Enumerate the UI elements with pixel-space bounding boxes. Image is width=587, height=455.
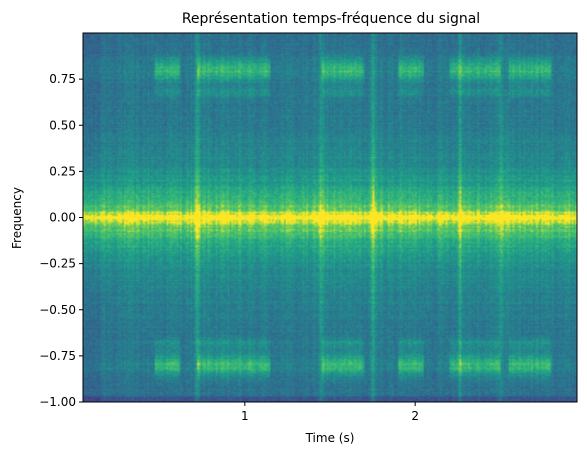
y-tick-label: −1.00	[39, 395, 76, 409]
y-tick-label: −0.50	[39, 303, 76, 317]
x-tick-label: 1	[241, 409, 249, 423]
spectrogram-image	[83, 33, 577, 402]
x-axis-label: Time (s)	[305, 431, 355, 445]
plot-area	[82, 32, 578, 403]
y-tick-label: 0.25	[49, 164, 76, 178]
y-tick-label: −0.75	[39, 349, 76, 363]
y-tick-label: 0.00	[49, 211, 76, 225]
y-axis-label: Frequency	[10, 187, 24, 249]
y-tick-label: −0.25	[39, 257, 76, 271]
y-tick-label: 0.50	[49, 118, 76, 132]
x-tick-label: 2	[411, 409, 419, 423]
y-axis: −1.00 −0.75 −0.50 −0.25 0.00 0.25 0.50 0.75	[39, 72, 83, 409]
y-tick-label: 0.75	[49, 72, 76, 86]
chart-title: Représentation temps-fréquence du signal	[182, 11, 480, 27]
